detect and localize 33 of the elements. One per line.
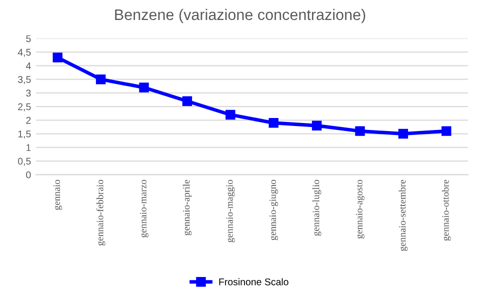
point [139, 82, 149, 92]
point [52, 52, 62, 62]
point [312, 120, 322, 130]
x-tick-label: gennaio-luglio [312, 180, 322, 236]
x-tick-label: gennaio-aprile [182, 180, 192, 236]
x-tick-label: gennaio-marzo [140, 180, 148, 238]
point [182, 96, 192, 106]
x-tick-label: gennaio [53, 180, 62, 210]
point [226, 110, 236, 120]
y-tick-label: 1,5 [18, 130, 31, 139]
point [96, 74, 106, 84]
x-tick-label: gennaio-febbraio [96, 180, 106, 246]
y-tick-label: 3,5 [18, 76, 31, 84]
y-tick-label: 2,5 [18, 103, 31, 112]
point [355, 126, 365, 136]
x-tick-label: gennaio-agosto [356, 180, 364, 238]
y-tick-label: 2 [26, 116, 31, 124]
point [268, 118, 278, 128]
x-tick-label: gennaio-giugno [269, 180, 278, 240]
legend-label: Frosinone Scalo [219, 278, 288, 286]
x-tick-label: gennaio-maggio [226, 180, 235, 242]
point [442, 126, 452, 136]
x-tick-label: gennaio-ottobre [442, 180, 451, 241]
y-tick-label: 3 [26, 90, 31, 97]
x-tick-label: gennaio-settembre [398, 180, 408, 251]
y-tick-label: 0 [26, 171, 31, 178]
chart-title: Benzene (variazione concentrazione) [115, 8, 366, 24]
y-tick-label: 4 [26, 62, 31, 70]
y-tick-label: 4,5 [18, 48, 31, 57]
y-tick-label: 5 [26, 35, 31, 42]
y-tick-label: 1 [26, 144, 31, 151]
point [398, 128, 408, 139]
y-tick-label: 0,5 [18, 158, 31, 166]
